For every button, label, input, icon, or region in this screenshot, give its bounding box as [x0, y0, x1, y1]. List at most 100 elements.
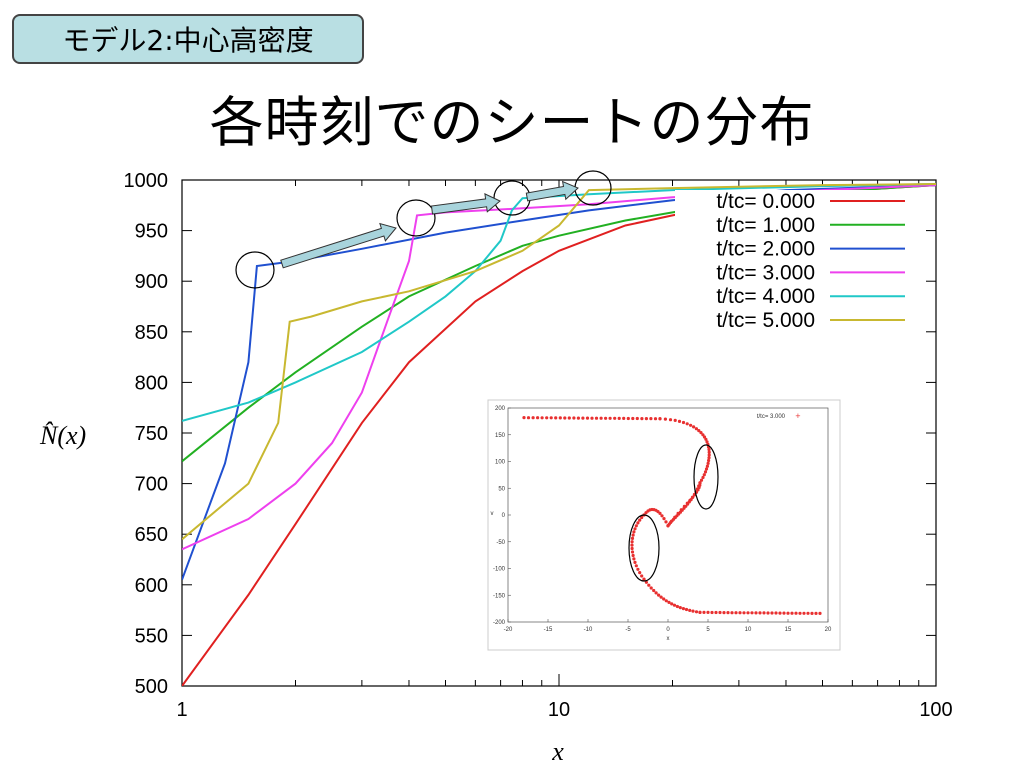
inset-point: [630, 536, 635, 541]
inset-y-tick-label: 0: [502, 513, 506, 519]
inset-point: [659, 595, 663, 599]
inset-point: [644, 580, 649, 584]
inset-point: [636, 567, 640, 571]
inset-point: [658, 417, 662, 421]
inset-point: [702, 610, 706, 615]
inset-point: [644, 417, 649, 421]
legend-label-5: t/tc= 5.000: [716, 309, 815, 332]
inset-point: [694, 610, 699, 614]
inset-point: [682, 504, 687, 508]
inset-highlight-ellipse: [628, 514, 660, 582]
inset-point: [669, 519, 674, 523]
inset-point: [710, 610, 714, 615]
inset-point: [786, 611, 790, 615]
inset-point: [672, 603, 677, 607]
inset-point: [630, 540, 634, 544]
inset-point: [572, 416, 576, 420]
inset-point: [818, 611, 822, 616]
inset-point: [630, 546, 634, 551]
inset-point: [718, 610, 722, 615]
inset-y-tick-label: -150: [493, 593, 506, 599]
inset-point: [762, 611, 766, 615]
inset-point: [526, 416, 531, 420]
y-tick-label: 700: [135, 474, 168, 496]
model-badge: モデル2:中心高密度: [12, 14, 364, 64]
inset-point: [635, 416, 639, 421]
inset-point: [676, 511, 680, 515]
inset-point: [802, 611, 806, 615]
inset-plot: -20 -15 -10 -5 0 5 10 15 20200150100500-50-100-1…: [487, 399, 841, 651]
inset-point: [617, 416, 621, 420]
inset-point: [545, 416, 549, 420]
model-badge-label: モデル2:中心高密度: [62, 24, 314, 57]
inset-point: [699, 431, 703, 435]
inset-x-tick-label: 15: [785, 627, 792, 633]
inset-point: [679, 508, 683, 512]
inset-point: [707, 447, 711, 452]
inset-point: [599, 416, 603, 420]
inset-point: [638, 518, 642, 522]
x-tick-label: 10: [548, 699, 570, 721]
inset-x-tick-label: 5: [706, 627, 710, 633]
legend-label-3: t/tc= 3.000: [716, 261, 815, 284]
inset-point: [782, 611, 786, 615]
inset-point: [675, 604, 680, 609]
y-tick-label: 950: [135, 221, 168, 243]
inset-point: [536, 416, 540, 420]
inset-point: [662, 517, 666, 521]
inset-point: [667, 600, 671, 605]
inset-point: [701, 475, 705, 480]
inset-point: [754, 611, 758, 615]
inset-point: [794, 611, 798, 615]
inset-x-tick-label: -20: [504, 627, 513, 633]
inset-point: [814, 611, 818, 616]
legend-label-1: t/tc= 1.000: [716, 214, 815, 237]
highlight-circle: [396, 199, 436, 237]
inset-point: [608, 416, 612, 420]
y-tick-label: 550: [135, 625, 168, 647]
inset-point: [642, 577, 646, 581]
inset-point: [636, 521, 640, 525]
inset-point: [558, 416, 562, 420]
inset-point: [692, 425, 696, 429]
legend-label-2: t/tc= 2.000: [716, 238, 815, 261]
inset-point: [707, 453, 711, 457]
inset-point: [706, 461, 710, 465]
inset-point: [689, 423, 693, 427]
y-tick-label: 1000: [124, 170, 169, 192]
inset-x-tick-label: 10: [745, 627, 752, 633]
inset-point: [647, 583, 651, 587]
inset-point: [750, 611, 754, 615]
inset-point: [649, 586, 653, 590]
y-tick-label: 750: [135, 423, 168, 445]
inset-point: [696, 488, 700, 492]
inset-point: [685, 501, 689, 505]
series-line-3: [182, 184, 936, 551]
inset-point: [790, 611, 794, 615]
inset-point: [644, 511, 648, 515]
inset-point: [697, 429, 701, 433]
inset-legend-marker: +: [795, 412, 801, 420]
legend-label-0: t/tc= 0.000: [716, 190, 815, 213]
inset-y-tick-label: 100: [495, 460, 506, 466]
y-tick-label: 850: [135, 322, 168, 344]
inset-point: [705, 440, 709, 444]
inset-point: [730, 611, 734, 615]
inset-point: [699, 478, 704, 482]
inset-point: [684, 607, 689, 612]
inset-point: [701, 433, 705, 437]
inset-point: [698, 610, 702, 615]
inset-point: [664, 599, 668, 603]
inset-point: [706, 610, 710, 615]
inset-point: [594, 416, 599, 420]
inset-highlight-ellipse: [693, 444, 719, 510]
inset-point: [653, 417, 658, 421]
inset-point: [703, 470, 708, 474]
inset-point: [633, 560, 637, 565]
inset-point: [702, 435, 707, 439]
legend-label-4: t/tc= 4.000: [716, 285, 815, 308]
inset-point: [698, 483, 702, 487]
inset-point: [770, 611, 774, 615]
inset-point: [554, 416, 558, 420]
